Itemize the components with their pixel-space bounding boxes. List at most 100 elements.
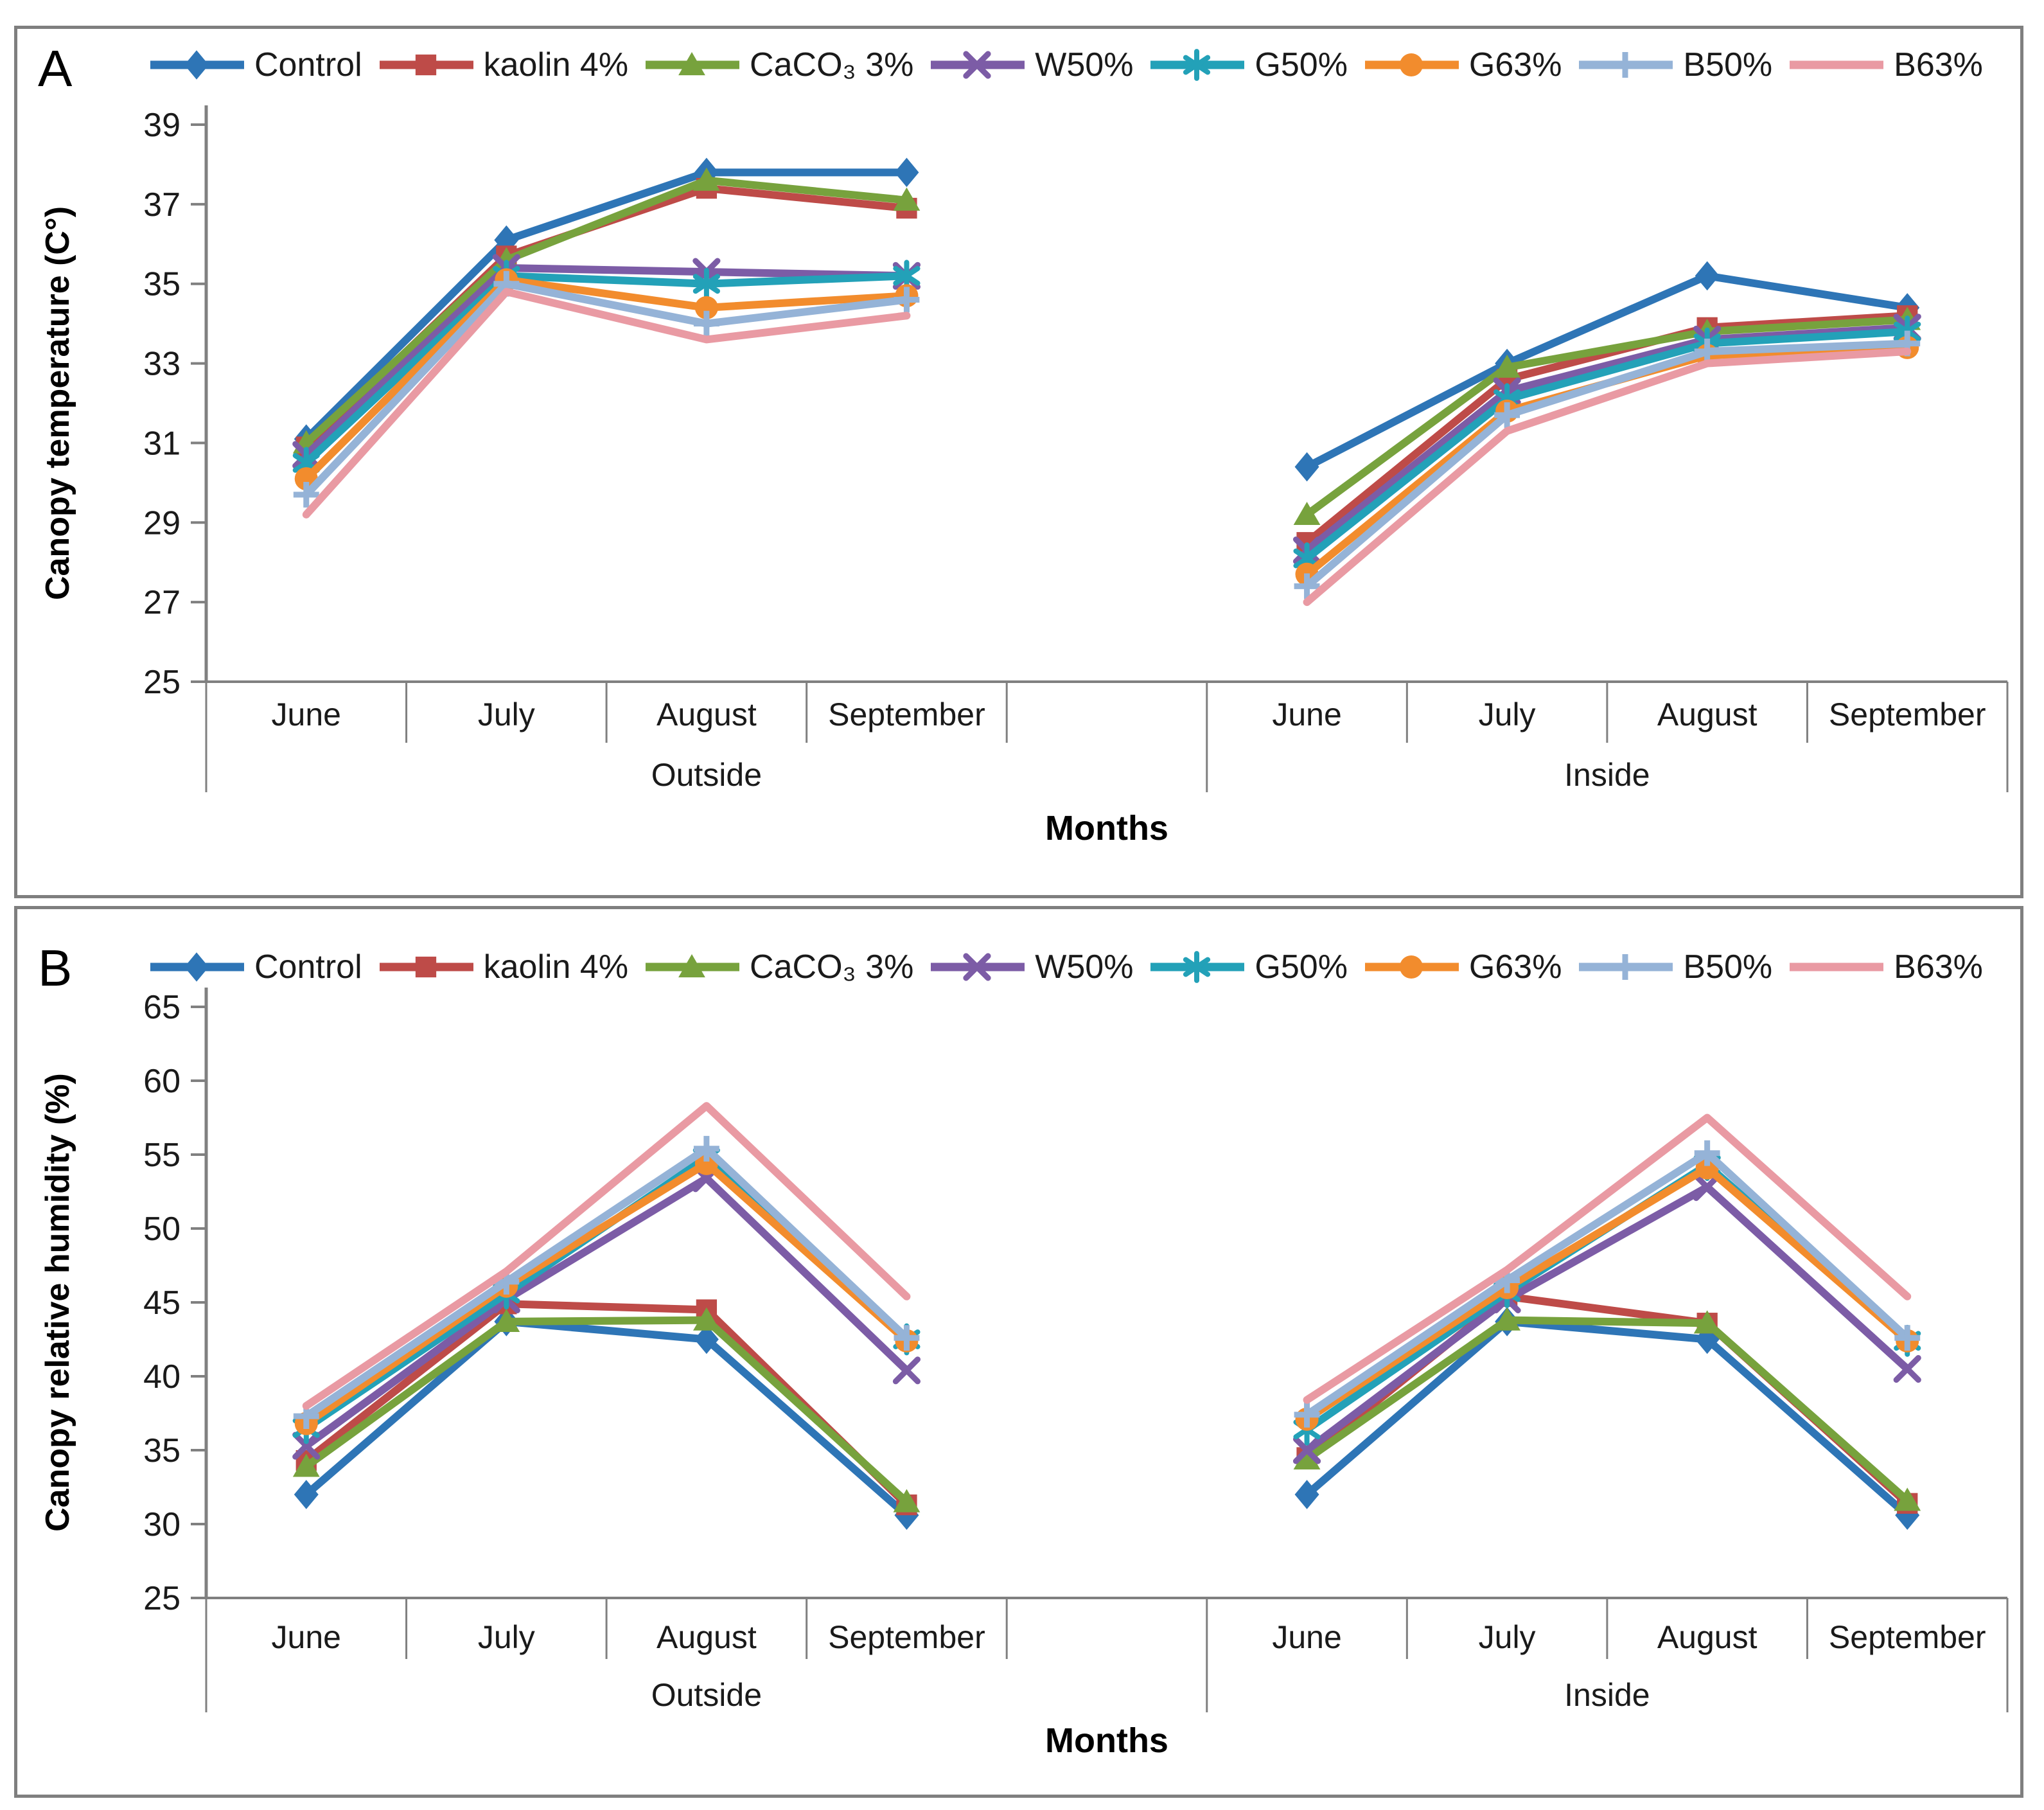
x-month-label: July — [1479, 1619, 1536, 1655]
legend-marker-sample — [1399, 955, 1423, 979]
marker-w50 — [892, 1356, 921, 1385]
y-axis-title: Canopy temperature (C°) — [39, 206, 76, 600]
marker-caco-3 — [1894, 1487, 1921, 1511]
marker-caco-3 — [893, 187, 921, 211]
marker-caco-3 — [692, 1307, 720, 1331]
legend-marker-sample — [415, 956, 436, 978]
y-tick-label: 31 — [143, 425, 181, 462]
legend-item-g63: G63% — [1364, 948, 1562, 986]
legend-marker-sample — [678, 954, 705, 978]
series-line-b63 — [1303, 347, 1912, 607]
humidity-line-chart: 25 30 35 40 45 50 55 60 65 Canopy relative humidi… — [39, 988, 2009, 1760]
legend-item-g50: G50% — [1149, 948, 1348, 986]
series-line-caco-3 — [302, 176, 911, 447]
series-line-control — [302, 168, 911, 443]
y-tick-label: 25 — [143, 1580, 181, 1617]
marker-w50 — [1292, 1436, 1321, 1464]
marker-caco-3 — [1493, 1307, 1521, 1331]
marker-b50 — [293, 481, 319, 508]
marker-caco-3 — [1693, 1310, 1721, 1334]
legend-marker-sample — [415, 54, 436, 76]
x-month-label: June — [272, 696, 341, 732]
legend-marker-sample — [1612, 954, 1639, 980]
series-line-caco-3 — [1303, 315, 1912, 519]
y-tick-label: 35 — [143, 266, 181, 303]
legend-star-icon — [1150, 49, 1245, 81]
legend-none-icon — [1790, 963, 1884, 972]
legend-item-w50: W50% — [929, 46, 1133, 84]
legend-label-kaolin-4: kaolin 4% — [483, 46, 629, 84]
x-month-label: July — [1479, 696, 1536, 732]
x-month-label: September — [1829, 696, 1986, 732]
series-line-b63 — [302, 288, 911, 519]
legend-item-caco-3: CaCO₃ 3% — [644, 46, 913, 84]
legend-square-icon — [379, 956, 473, 978]
legend-marker-sample — [1612, 52, 1639, 78]
legend-label-g50: G50% — [1255, 46, 1348, 84]
series-g63 — [294, 1151, 1919, 1435]
legend-label-b50: B50% — [1683, 948, 1773, 986]
marker-w50 — [292, 1432, 321, 1460]
y-tick-label: 25 — [143, 664, 181, 701]
legend-label-control: Control — [254, 46, 362, 84]
legend-circle-icon — [1364, 53, 1459, 77]
marker-control — [294, 1480, 319, 1509]
legend-square-icon — [379, 54, 473, 76]
legend-item-kaolin-4: kaolin 4% — [378, 46, 628, 84]
panel-b-label: B — [38, 939, 73, 997]
series-line-kaolin-4 — [1303, 312, 1912, 547]
series-line-b63 — [1303, 1114, 1912, 1404]
series-line-g50 — [302, 272, 911, 467]
legend-item-g50: G50% — [1149, 46, 1348, 84]
series-g50 — [292, 260, 1921, 574]
legend-star-icon — [1150, 951, 1245, 983]
marker-control — [694, 1324, 719, 1354]
marker-b50 — [1494, 402, 1520, 429]
y-tick-label: 60 — [143, 1063, 181, 1100]
legend-label-b63: B63% — [1894, 46, 1983, 84]
legend-label-caco-3: CaCO₃ 3% — [750, 948, 914, 986]
marker-b50 — [1294, 573, 1320, 599]
x-month-label: June — [1272, 696, 1341, 732]
marker-b50 — [1694, 1140, 1720, 1166]
series-b50 — [293, 1135, 1921, 1430]
legend-item-b50: B50% — [1578, 948, 1772, 986]
panel-a-label: A — [38, 40, 73, 97]
marker-b50 — [1894, 1325, 1921, 1351]
y-tick-label: 35 — [143, 1432, 181, 1469]
x-group-label-outside: Outside — [651, 1677, 762, 1713]
x-month-label: August — [656, 1619, 757, 1655]
marker-w50 — [1693, 1173, 1722, 1202]
marker-b50 — [894, 1325, 920, 1351]
x-month-label: July — [478, 1619, 535, 1655]
y-tick-label: 45 — [143, 1284, 181, 1322]
series-b63 — [302, 288, 1912, 607]
legend-diamond-icon — [150, 952, 244, 982]
marker-g50 — [692, 267, 720, 300]
series-line-b50 — [1303, 1149, 1912, 1419]
series-control — [294, 1307, 1920, 1530]
marker-caco-3 — [1493, 354, 1521, 378]
x-month-label: June — [272, 1619, 341, 1655]
legend-x-icon — [931, 51, 1025, 79]
x-axis-title: Months — [1045, 809, 1168, 847]
legend-triangle-icon — [646, 52, 740, 76]
y-tick-label: 55 — [143, 1137, 181, 1174]
legend-circle-icon — [1364, 955, 1459, 979]
series-line-w50 — [302, 1174, 911, 1450]
series-control — [294, 157, 1920, 482]
y-axis-title: Canopy relative humidity (%) — [39, 1073, 76, 1532]
marker-control — [1294, 452, 1319, 482]
legend-item-g63: G63% — [1364, 46, 1562, 84]
legend-label-g63: G63% — [1468, 948, 1562, 986]
x-month-label: June — [1272, 1619, 1341, 1655]
series-line-w50 — [1303, 323, 1912, 555]
legend-item-b50: B50% — [1578, 46, 1772, 84]
x-month-label: September — [828, 1619, 985, 1655]
y-tick-label: 65 — [143, 989, 181, 1026]
panel-b-humidity: B Control kaolin 4% CaCO₃ 3% W50% G50% G63% B5… — [14, 906, 2023, 1798]
legend-label-g63: G63% — [1468, 46, 1562, 84]
legend-label-control: Control — [254, 948, 362, 986]
legend-plus-icon — [1579, 52, 1673, 78]
legend-item-b63: B63% — [1788, 46, 1983, 84]
